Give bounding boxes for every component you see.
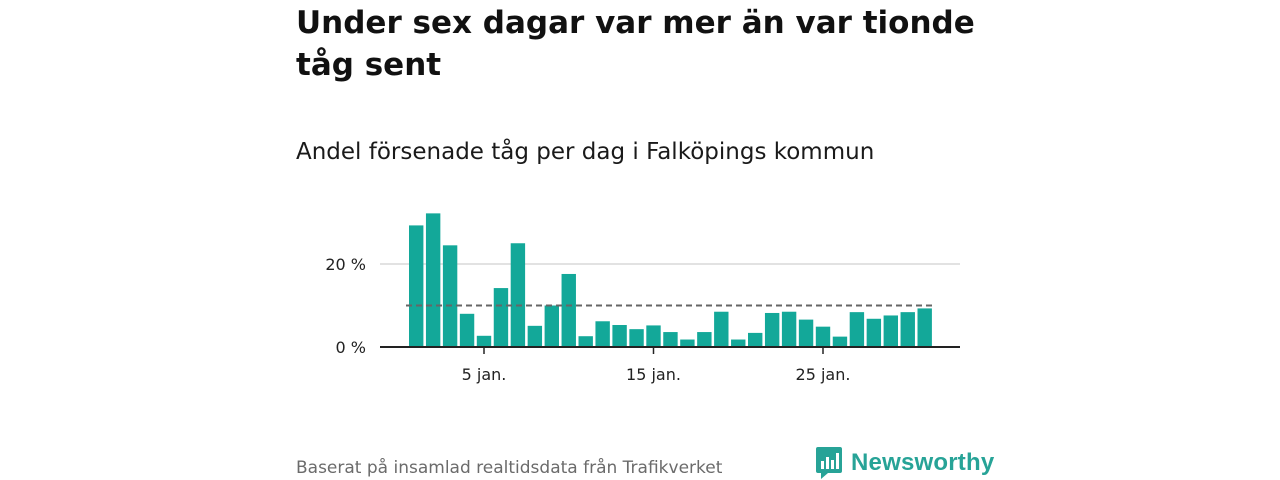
bar	[646, 325, 661, 347]
bar	[425, 213, 441, 347]
bar	[459, 313, 475, 347]
bar	[612, 325, 627, 347]
source-note: Baserat på insamlad realtidsdata från Tr…	[296, 458, 723, 478]
bar	[849, 312, 865, 347]
bar	[917, 308, 932, 347]
bar	[561, 273, 576, 347]
bar	[493, 288, 509, 347]
bar	[815, 326, 831, 347]
bar	[680, 339, 695, 347]
bar	[595, 321, 610, 347]
chart-title: Under sex dagar var mer än var tionde tå…	[296, 5, 975, 83]
bar	[476, 335, 492, 347]
x-tick-label: 25 jan.	[796, 365, 851, 384]
bar	[866, 318, 882, 347]
brand-name: Newsworthy	[851, 449, 995, 476]
y-tick-label: 20 %	[325, 255, 366, 274]
chart-subtitle: Andel försenade tåg per dag i Falköpings…	[296, 139, 875, 165]
x-tick-label: 5 jan.	[462, 365, 507, 384]
bar	[442, 245, 458, 347]
bars	[409, 213, 932, 347]
bar	[527, 325, 543, 347]
bar	[714, 311, 729, 347]
bar	[578, 336, 593, 347]
bar	[748, 332, 763, 347]
y-tick-label: 0 %	[336, 338, 366, 357]
bar	[731, 339, 746, 347]
bar	[409, 225, 424, 347]
newsworthy-logo-icon	[816, 447, 842, 479]
bar	[629, 329, 644, 347]
axes: 0 % 20 % 5 jan. 15 jan. 25 jan.	[325, 255, 960, 384]
bar	[832, 336, 848, 347]
bar	[798, 319, 814, 347]
bar	[510, 243, 526, 347]
bar	[781, 311, 797, 347]
bar	[697, 332, 712, 347]
bar	[544, 305, 559, 347]
x-tick-label: 15 jan.	[626, 365, 681, 384]
bar	[764, 312, 780, 347]
bar	[663, 332, 678, 347]
brand-logo: Newsworthy	[815, 446, 994, 480]
bar	[883, 315, 898, 347]
bar	[900, 312, 915, 347]
